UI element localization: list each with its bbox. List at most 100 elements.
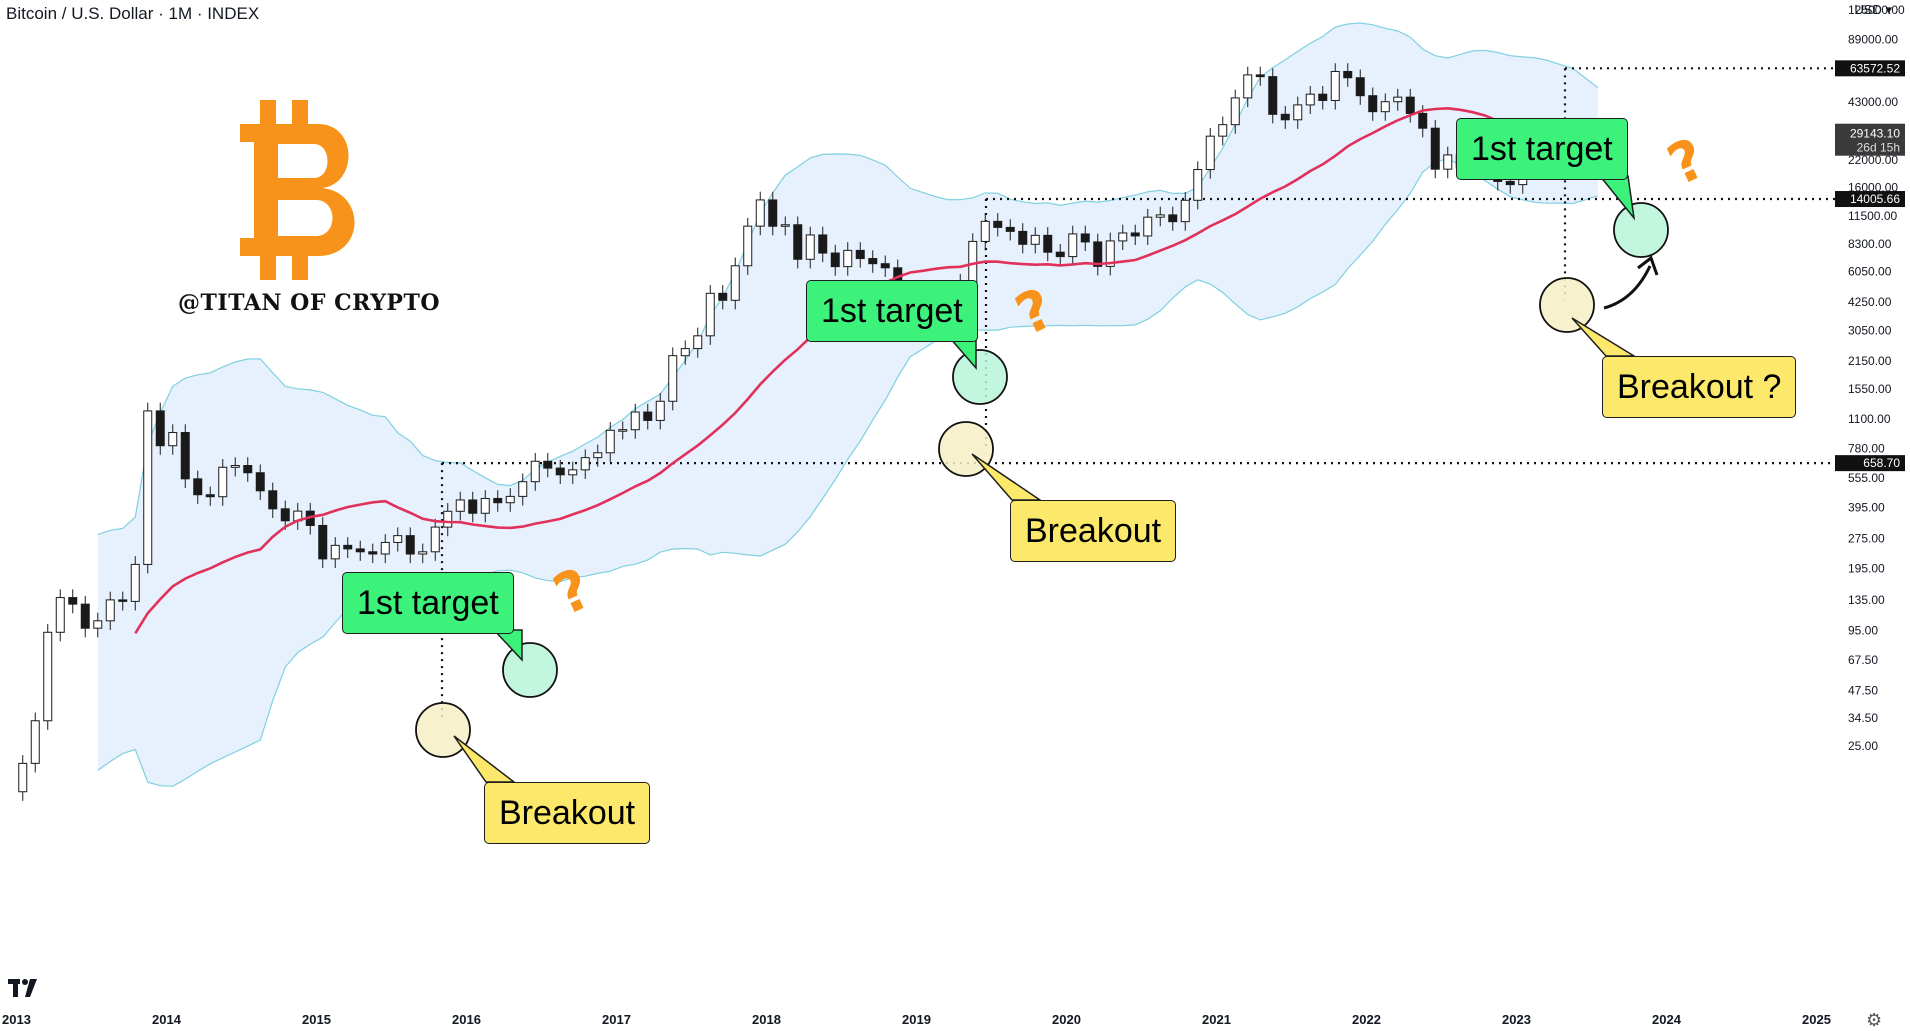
candle[interactable] [1205, 127, 1215, 179]
candle[interactable] [1155, 206, 1165, 227]
candle[interactable] [180, 424, 190, 488]
candle[interactable] [705, 285, 715, 345]
candle[interactable] [630, 403, 640, 439]
candle[interactable] [393, 527, 403, 552]
candle[interactable] [18, 755, 28, 801]
candle[interactable] [680, 340, 690, 365]
candle[interactable] [230, 457, 240, 477]
candle[interactable] [255, 464, 265, 500]
candle[interactable] [1268, 68, 1278, 124]
candle[interactable] [868, 250, 878, 273]
candle[interactable] [1343, 63, 1353, 87]
candle[interactable] [543, 453, 553, 478]
candle[interactable] [93, 612, 103, 638]
candle[interactable] [468, 491, 478, 523]
candle[interactable] [1055, 243, 1065, 266]
candle[interactable] [693, 327, 703, 358]
candle[interactable] [1030, 227, 1040, 254]
candle[interactable] [1255, 66, 1265, 86]
candle[interactable] [130, 556, 140, 611]
candle[interactable] [118, 591, 128, 611]
currency-selector[interactable]: USD ▾ [1854, 2, 1892, 18]
candle[interactable] [718, 285, 728, 310]
candle[interactable] [555, 459, 565, 484]
gear-icon[interactable]: ⚙ [1866, 1010, 1883, 1030]
candle[interactable] [1443, 146, 1453, 179]
candle[interactable] [1180, 192, 1190, 231]
candle[interactable] [1143, 208, 1153, 246]
candle[interactable] [355, 540, 365, 561]
candle[interactable] [843, 242, 853, 276]
candle[interactable] [455, 491, 465, 521]
candle[interactable] [1280, 106, 1290, 129]
candle[interactable] [55, 589, 65, 642]
candle[interactable] [1130, 224, 1140, 246]
candle[interactable] [805, 226, 815, 269]
candle[interactable] [1193, 161, 1203, 210]
candle[interactable] [818, 226, 828, 263]
candle[interactable] [80, 595, 90, 638]
candle[interactable] [1355, 69, 1365, 105]
candle[interactable] [1043, 227, 1053, 262]
candle[interactable] [405, 527, 415, 564]
candle[interactable] [105, 591, 115, 630]
candle[interactable] [1293, 96, 1303, 129]
candle[interactable] [1318, 85, 1328, 110]
candle[interactable] [243, 457, 253, 482]
candle[interactable] [1080, 225, 1090, 252]
candle[interactable] [268, 482, 278, 518]
candle[interactable] [480, 490, 490, 523]
candle[interactable] [1330, 63, 1340, 110]
candle[interactable] [755, 191, 765, 236]
candle[interactable] [568, 461, 578, 484]
candle[interactable] [1368, 87, 1378, 121]
candle[interactable] [443, 503, 453, 537]
candle[interactable] [1168, 206, 1178, 231]
candle[interactable] [418, 543, 428, 564]
candle[interactable] [618, 421, 628, 440]
candle[interactable] [643, 403, 653, 430]
candle[interactable] [1018, 223, 1028, 254]
candle[interactable] [330, 537, 340, 568]
candle[interactable] [880, 255, 890, 277]
candle[interactable] [1068, 225, 1078, 266]
candle[interactable] [1118, 224, 1128, 251]
candle[interactable] [580, 449, 590, 479]
candle[interactable] [368, 543, 378, 564]
candle[interactable] [518, 473, 528, 506]
candle[interactable] [668, 347, 678, 411]
candle[interactable] [855, 242, 865, 268]
candle[interactable] [980, 213, 990, 251]
candle[interactable] [1393, 88, 1403, 111]
candle[interactable] [1105, 232, 1115, 276]
candles[interactable] [18, 63, 1603, 801]
candle[interactable] [1243, 66, 1253, 108]
candle[interactable] [493, 490, 503, 512]
candle[interactable] [768, 191, 778, 236]
candle[interactable] [143, 402, 153, 574]
candle[interactable] [993, 213, 1003, 237]
candle[interactable] [1380, 93, 1390, 121]
candle[interactable] [605, 422, 615, 462]
candle[interactable] [1230, 89, 1240, 134]
candle[interactable] [743, 217, 753, 275]
candle[interactable] [218, 459, 228, 506]
candle[interactable] [1218, 116, 1228, 146]
candle[interactable] [205, 486, 215, 506]
candle[interactable] [280, 500, 290, 530]
candle[interactable] [68, 589, 78, 614]
candle[interactable] [655, 393, 665, 430]
candle[interactable] [430, 518, 440, 561]
candle[interactable] [343, 537, 353, 559]
candle[interactable] [730, 257, 740, 310]
candle[interactable] [30, 712, 40, 773]
candle[interactable] [593, 444, 603, 467]
candle[interactable] [193, 470, 203, 504]
candle[interactable] [318, 517, 328, 568]
candle[interactable] [168, 424, 178, 455]
candle[interactable] [830, 244, 840, 276]
candle[interactable] [155, 402, 165, 455]
candle[interactable] [793, 216, 803, 269]
candle[interactable] [505, 488, 515, 512]
